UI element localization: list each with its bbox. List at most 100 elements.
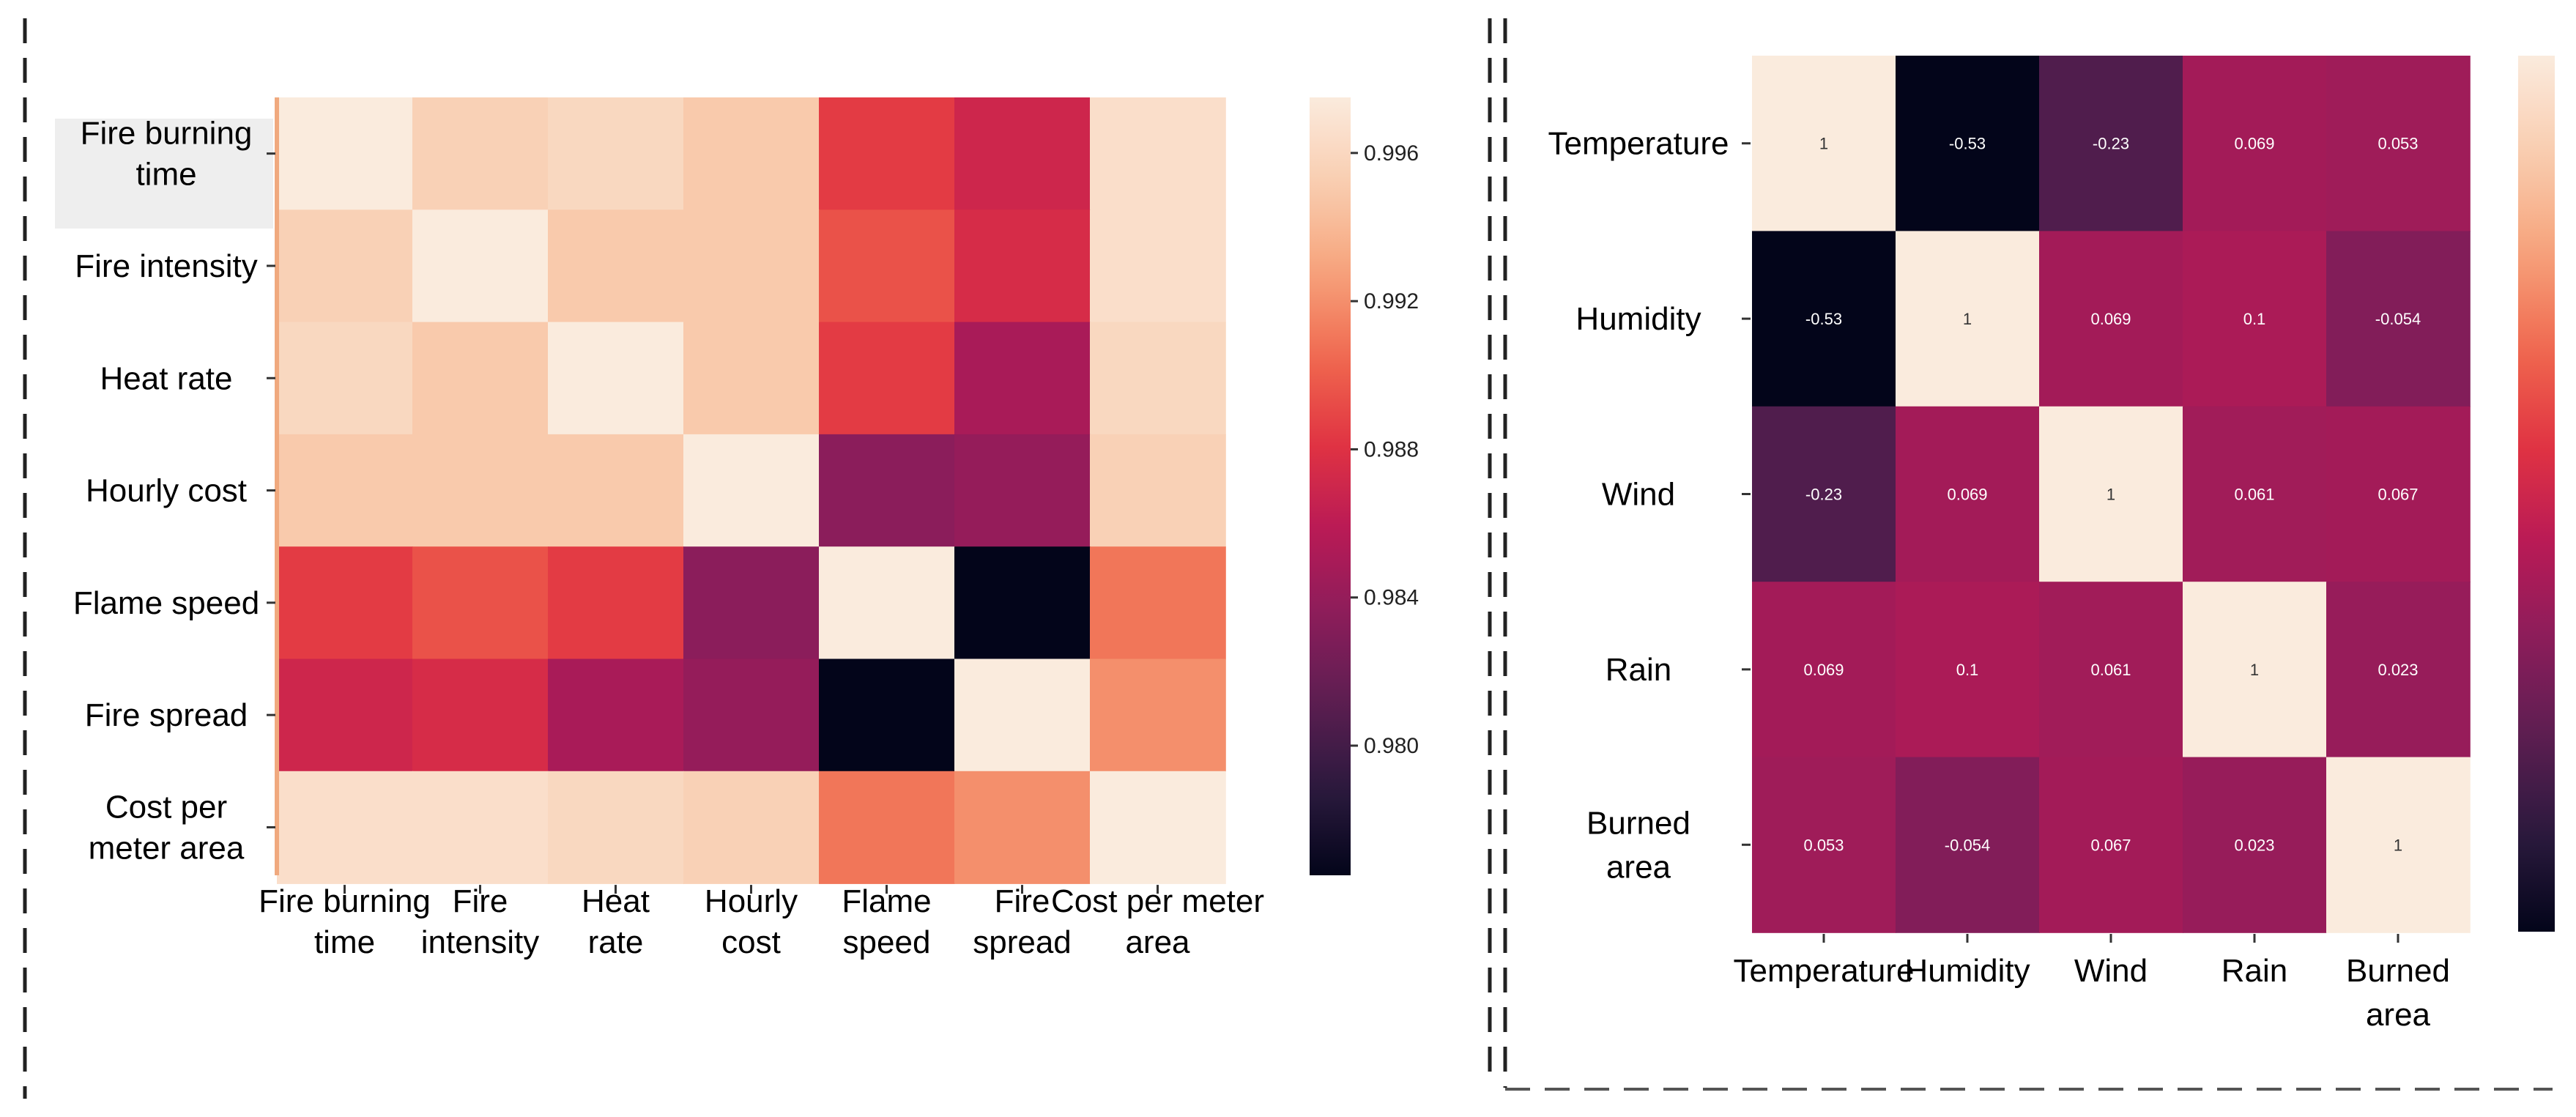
heatmap-cell <box>954 322 1091 435</box>
heatmap-cell <box>954 658 1091 772</box>
heatmap-cell <box>1090 771 1226 884</box>
heatmap-cell <box>683 771 820 884</box>
row-label: Burned area <box>1586 805 1690 885</box>
col-label: Flame speed <box>842 883 931 960</box>
row-label: Wind <box>1602 477 1675 513</box>
heatmap-cell <box>954 771 1091 884</box>
heatmap-cell <box>819 434 955 547</box>
row-label: Temperature <box>1548 126 1729 162</box>
heatmap-cell <box>683 546 820 660</box>
heatmap-cell <box>1090 434 1226 547</box>
heatmap-cell <box>277 209 413 323</box>
heatmap-cell <box>277 658 413 772</box>
heatmap-cell <box>1896 56 2040 232</box>
heatmap-cell <box>1896 582 2040 758</box>
heatmap-cell <box>277 322 413 435</box>
heatmap-cell <box>954 546 1091 660</box>
heatmap-right: 1 -0.53 -0.23 0.069 0.053 -0.53 1 0.069 0.1 -0.05… <box>1548 56 2555 1033</box>
heatmap-cell <box>548 771 684 884</box>
heatmap-cell <box>412 546 549 660</box>
heatmap-cell <box>1090 322 1226 435</box>
heatmap-cell <box>819 322 955 435</box>
col-label: Cost per meter area <box>1051 883 1264 960</box>
heatmap-right-colorbar <box>2518 56 2555 932</box>
heatmap-cell <box>1752 757 1896 933</box>
heatmap-cell <box>548 434 684 547</box>
row-label: Heat rate <box>100 360 233 396</box>
heatmap-cell <box>1896 406 2040 582</box>
heatmap-cell <box>548 546 684 660</box>
cell-annotation: 1 <box>2107 486 2115 504</box>
heatmap-cell <box>1896 757 2040 933</box>
cell-annotation: 0.1 <box>2243 310 2266 328</box>
cell-annotation: 0.1 <box>1956 661 1979 679</box>
heatmap-cell <box>954 209 1091 323</box>
colorbar-tick-label: 0.988 <box>1364 437 1419 461</box>
heatmap-cell <box>2326 406 2471 582</box>
heatmap-cell <box>2039 582 2183 758</box>
heatmap-cell <box>548 97 684 211</box>
heatmap-cell <box>683 209 820 323</box>
cell-annotation: 1 <box>1963 310 1972 328</box>
heatmap-cell <box>2039 757 2183 933</box>
heatmap-cell <box>819 771 955 884</box>
heatmap-cell <box>2183 231 2327 407</box>
row-label: Fire spread <box>85 697 248 733</box>
heatmap-cell <box>819 97 955 211</box>
heatmap-cell <box>1752 56 1896 232</box>
cell-annotation: 0.061 <box>2090 661 2131 679</box>
cell-annotation: 0.023 <box>2234 836 2274 854</box>
heatmap-cell <box>1090 658 1226 772</box>
col-label: Fire spread <box>973 883 1072 960</box>
heatmap-cell <box>1752 582 1896 758</box>
cell-annotation: -0.054 <box>1945 836 1990 854</box>
col-label: Heat rate <box>582 883 650 960</box>
heatmap-cell <box>277 546 413 660</box>
heatmap-cell <box>2326 56 2471 232</box>
heatmap-cell <box>2326 757 2471 933</box>
heatmap-cell <box>548 322 684 435</box>
colorbar-gradient <box>2518 56 2555 932</box>
colorbar-tick-label: 0.984 <box>1364 586 1419 610</box>
col-label: Rain <box>2221 953 2288 989</box>
heatmap-cell <box>954 434 1091 547</box>
heatmap-cell <box>2039 406 2183 582</box>
heatmap-cell <box>2183 582 2327 758</box>
heatmap-cell <box>1090 97 1226 211</box>
colorbar-tick-label: 0.980 <box>1364 734 1419 758</box>
heatmap-cell <box>683 97 820 211</box>
heatmap-cell <box>683 434 820 547</box>
heatmap-cell <box>548 209 684 323</box>
row-label: Rain <box>1606 652 1672 688</box>
col-label: Wind <box>2074 953 2148 989</box>
cell-annotation: 0.067 <box>2378 486 2418 504</box>
col-label: Fire burning time <box>259 883 431 960</box>
heatmap-left-colorbar: 0.980 0.984 0.988 0.992 0.996 <box>1310 97 1419 875</box>
heatmap-cell <box>2039 56 2183 232</box>
col-label: Hourly cost <box>705 883 798 960</box>
cell-annotation: 0.069 <box>1947 486 1987 504</box>
heatmap-cell <box>548 658 684 772</box>
heatmap-cell <box>412 209 549 323</box>
col-label: Burned area <box>2346 953 2450 1033</box>
heatmap-left-cells <box>277 97 1226 884</box>
cell-annotation: 0.061 <box>2234 486 2274 504</box>
cell-annotation: -0.23 <box>1805 486 1842 504</box>
heatmap-cell <box>2039 231 2183 407</box>
heatmap-cell <box>819 658 955 772</box>
heatmap-cell <box>1896 231 2040 407</box>
row-label: Humidity <box>1575 301 1701 337</box>
heatmap-right-row-labels: Temperature Humidity Wind Rain Burned area <box>1548 126 1751 885</box>
col-label: Fire intensity <box>421 883 539 960</box>
heatmap-cell <box>412 658 549 772</box>
heatmap-cell <box>2326 582 2471 758</box>
cell-annotation: 0.053 <box>1803 836 1844 854</box>
cell-annotation: 0.069 <box>2234 135 2274 153</box>
heatmap-cell <box>412 771 549 884</box>
row-label: Cost per meter area <box>89 789 245 866</box>
colorbar-tick-label: 0.992 <box>1364 289 1419 313</box>
heatmap-left: Fire burning time Fire intensity Heat rate H… <box>55 97 1419 960</box>
cell-annotation: 1 <box>1819 135 1828 153</box>
